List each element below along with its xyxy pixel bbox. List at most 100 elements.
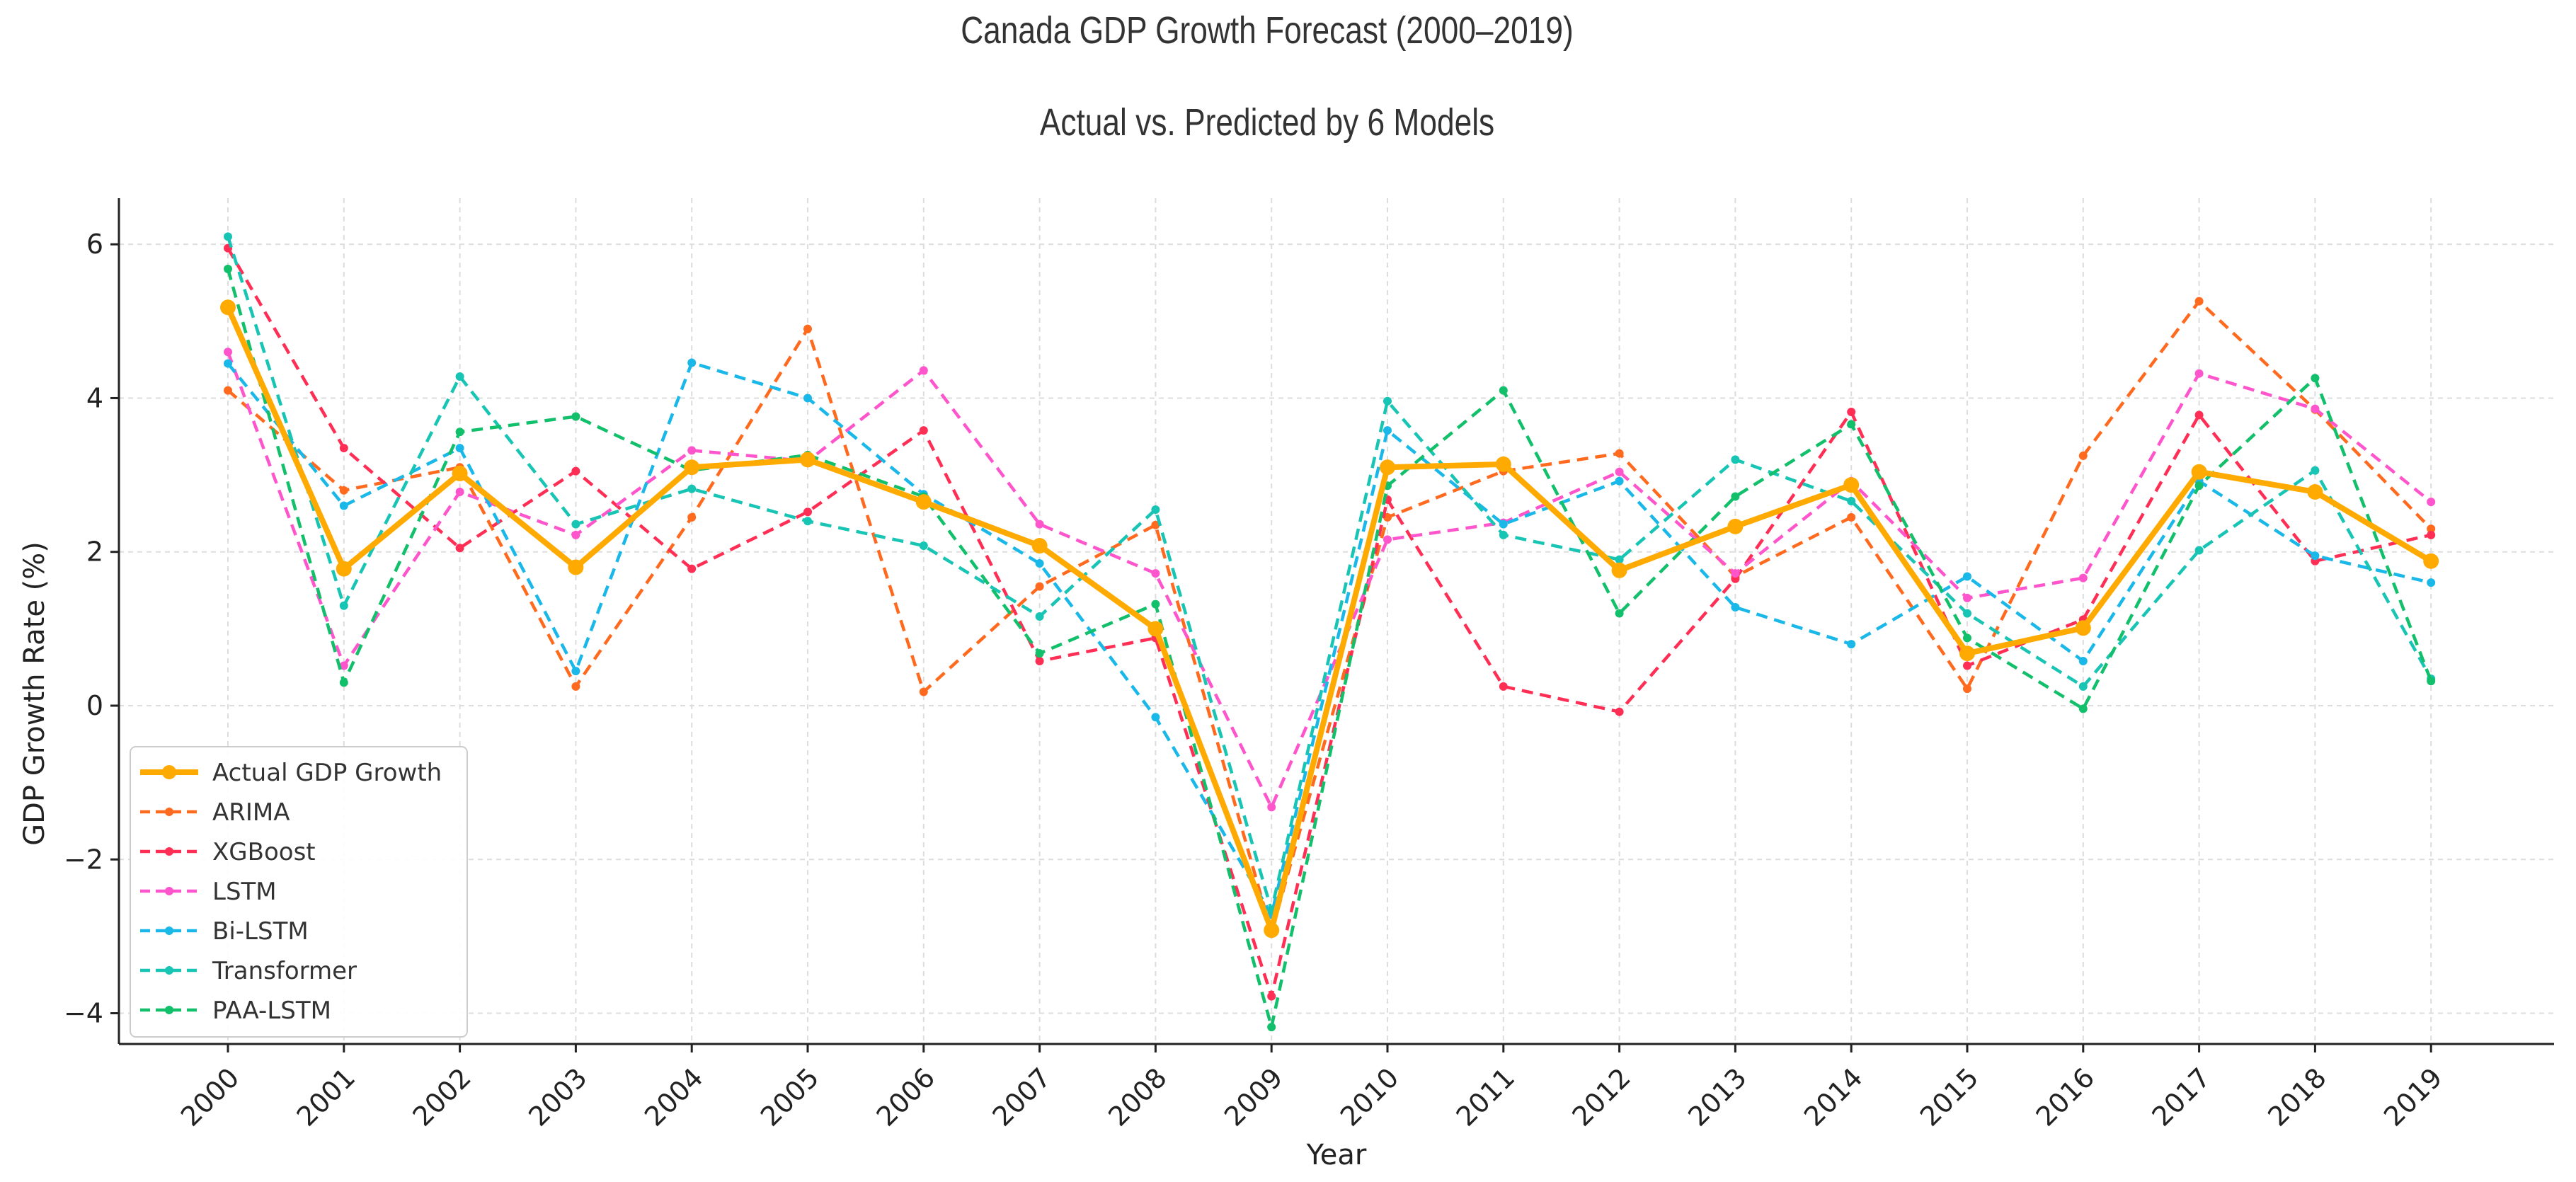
y-tick-label: 2	[86, 537, 103, 568]
series-line	[227, 299, 2432, 934]
data-point	[339, 601, 348, 610]
data-point	[1267, 992, 1276, 1001]
data-point	[2194, 297, 2204, 306]
data-point	[1847, 512, 1856, 522]
data-point	[1963, 684, 1971, 694]
data-point	[2194, 369, 2204, 378]
data-point	[687, 358, 697, 367]
data-point	[687, 564, 697, 573]
data-point	[2311, 466, 2320, 475]
data-point	[1963, 572, 1971, 581]
data-point	[1151, 520, 1160, 529]
data-point	[1151, 569, 1160, 578]
data-point	[571, 667, 580, 676]
data-point	[1151, 599, 1160, 609]
x-tick-label: 2000	[175, 1062, 246, 1132]
series-arima	[224, 297, 2436, 937]
data-point	[224, 264, 232, 273]
data-point	[2311, 551, 2320, 561]
data-point	[339, 678, 348, 687]
data-point	[2427, 578, 2436, 587]
legend-item: Bi-LSTM	[140, 917, 309, 946]
data-point	[1499, 682, 1508, 691]
data-point	[1615, 609, 1624, 618]
data-point	[1499, 530, 1508, 539]
series-bi-lstm	[224, 358, 2436, 919]
data-point	[2078, 656, 2088, 665]
data-point	[1959, 645, 1975, 662]
data-point	[1615, 467, 1624, 476]
x-tick-label: 2012	[1566, 1062, 1637, 1132]
series-line	[227, 361, 2432, 917]
data-point	[339, 486, 348, 495]
data-point	[2078, 451, 2088, 460]
data-point	[915, 494, 932, 510]
data-point	[339, 661, 348, 670]
x-tick-label: 2015	[1914, 1062, 1985, 1132]
data-point	[336, 561, 352, 577]
data-point	[339, 501, 348, 510]
legend-label: Transformer	[212, 957, 357, 985]
data-point	[455, 487, 464, 496]
data-point	[1847, 420, 1856, 429]
data-point	[1035, 656, 1044, 665]
data-point	[1615, 555, 1624, 564]
data-point	[1731, 569, 1740, 578]
data-point	[803, 517, 812, 526]
data-point	[571, 530, 580, 539]
data-point	[455, 372, 464, 381]
x-tick-label: 2017	[2146, 1062, 2216, 1132]
series-line	[225, 306, 2433, 934]
data-point	[339, 444, 348, 453]
x-tick-label: 2016	[2030, 1062, 2101, 1132]
legend-item: ARIMA	[140, 798, 290, 827]
x-tick-label: 2019	[2378, 1062, 2449, 1132]
data-point	[1267, 1023, 1276, 1032]
data-point	[2191, 464, 2207, 480]
y-tick-label: −4	[64, 998, 103, 1029]
legend-label: PAA-LSTM	[212, 997, 331, 1025]
data-point	[2427, 498, 2436, 507]
data-point	[2311, 374, 2320, 383]
data-point	[1035, 649, 1044, 658]
data-point	[1731, 455, 1740, 464]
data-point	[1615, 476, 1624, 486]
data-point	[1963, 593, 1971, 602]
y-tick-label: −2	[64, 844, 103, 875]
series-line	[226, 268, 2433, 1029]
data-point	[452, 465, 468, 481]
legend-label: ARIMA	[212, 798, 290, 827]
axes-layer	[118, 198, 2554, 1045]
data-point	[684, 459, 700, 476]
data-point	[1731, 492, 1740, 501]
x-tick-label: 2011	[1450, 1062, 1521, 1132]
data-point	[571, 466, 580, 476]
data-point	[687, 484, 697, 493]
data-point	[687, 446, 697, 455]
data-point	[224, 232, 232, 241]
legend-swatch-marker	[165, 966, 173, 975]
x-axis-label: Year	[1306, 1139, 1367, 1171]
data-point	[571, 682, 580, 691]
legend-swatch-marker	[165, 847, 173, 856]
data-point	[2075, 620, 2091, 636]
x-tick-label: 2001	[291, 1062, 362, 1132]
data-point	[1847, 497, 1856, 506]
x-tick-label: 2005	[755, 1062, 825, 1132]
legend: Actual GDP Growth ARIMA XGBoost LSTM Bi-LSTM…	[130, 746, 468, 1038]
series-line	[226, 236, 2433, 912]
data-point	[1847, 408, 1856, 417]
data-point	[1380, 459, 1395, 476]
series-line	[227, 247, 2432, 998]
data-point	[571, 412, 580, 421]
legend-item: PAA-LSTM	[140, 997, 331, 1025]
data-point	[1147, 621, 1164, 637]
data-point	[571, 520, 580, 529]
x-tick-label: 2004	[639, 1062, 709, 1132]
data-point	[1847, 640, 1856, 649]
series-xgboost	[224, 243, 2436, 1001]
data-point	[224, 359, 232, 368]
data-point	[1267, 803, 1276, 812]
x-tick-label: 2009	[1218, 1062, 1289, 1132]
data-point	[224, 386, 232, 395]
